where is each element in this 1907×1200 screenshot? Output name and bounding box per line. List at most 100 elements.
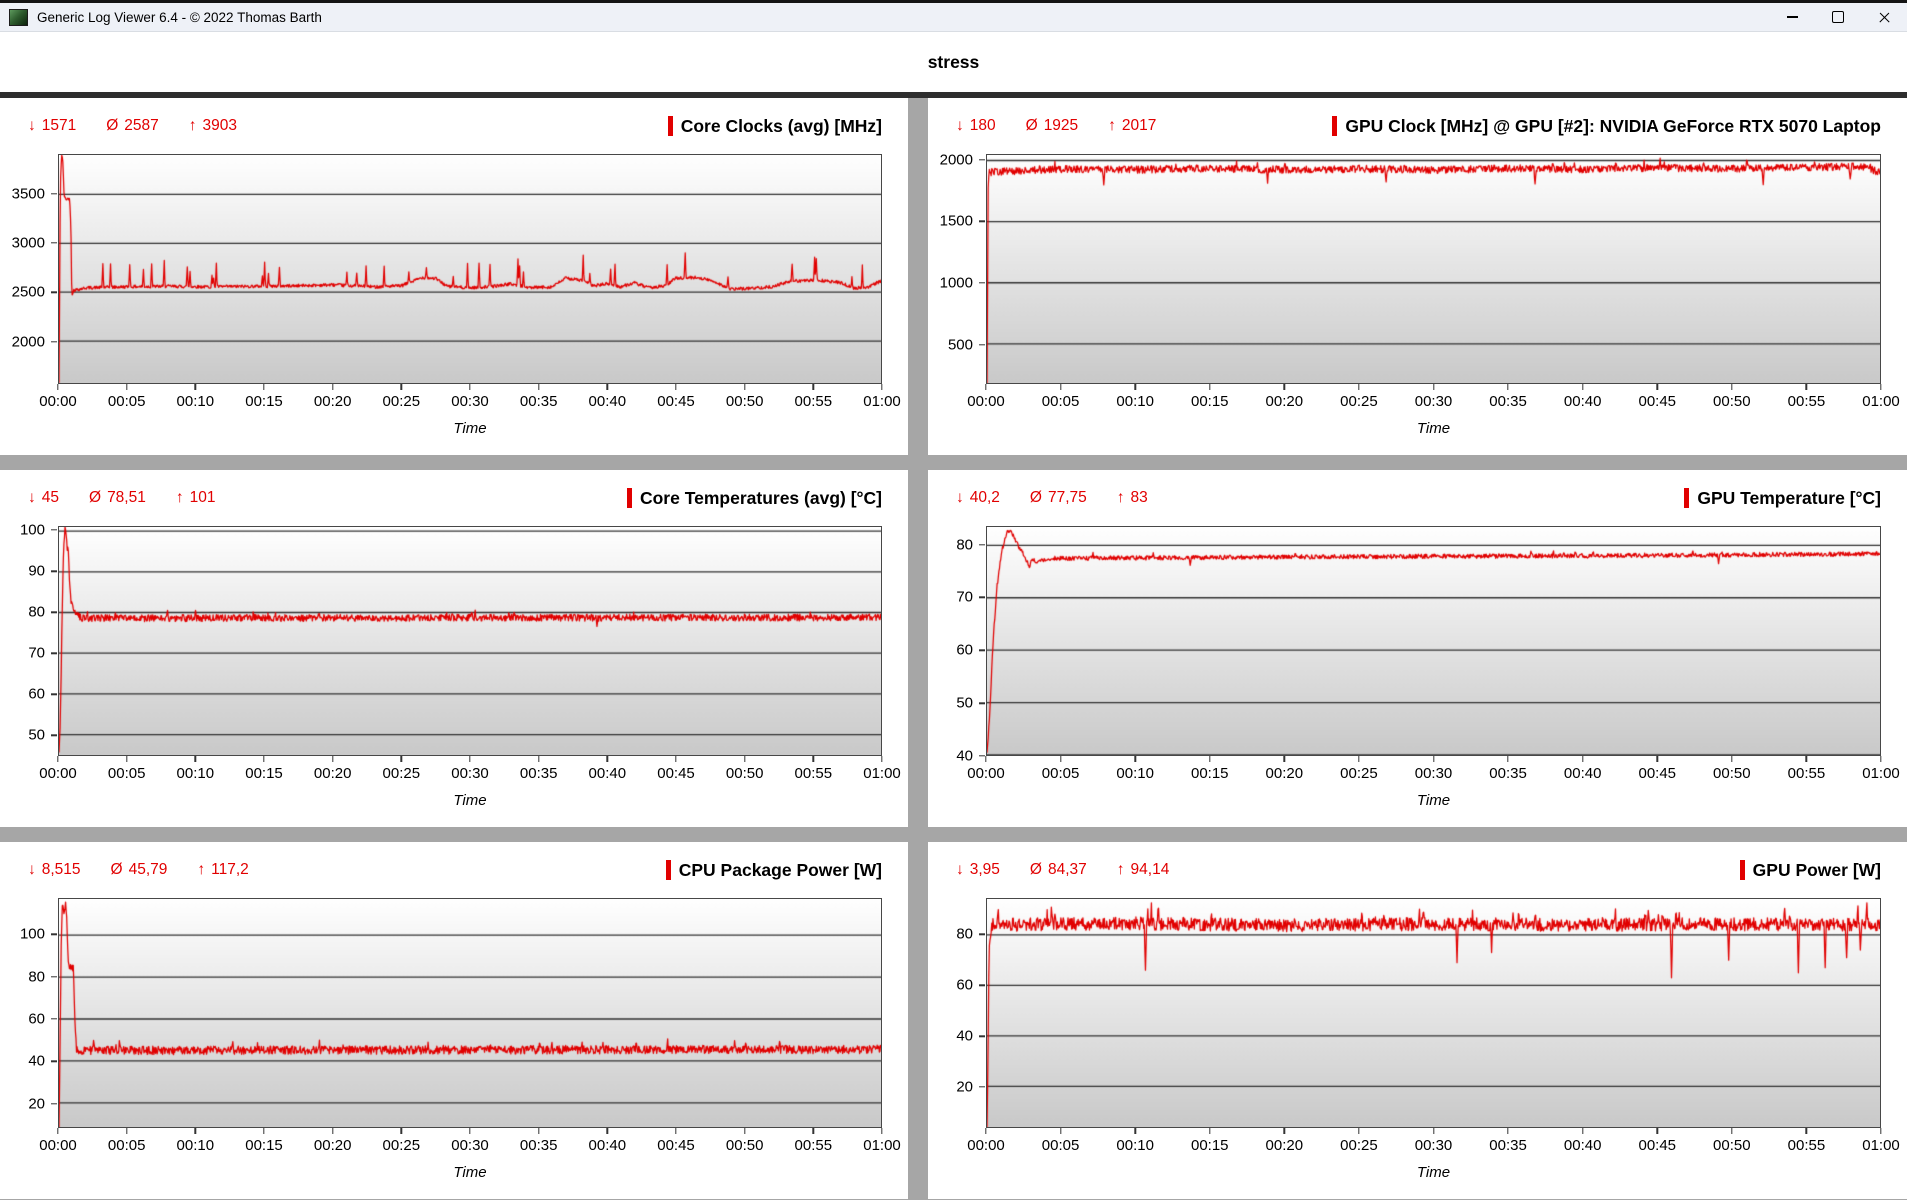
- stat-min-value: 1571: [41, 117, 77, 134]
- avg-symbol-icon: Ø: [1029, 489, 1042, 506]
- x-tick-label: 00:15: [1190, 765, 1229, 782]
- plot-canvas[interactable]: [987, 155, 1880, 383]
- y-tick-mark: [51, 693, 57, 696]
- x-tick-mark: [1358, 756, 1360, 762]
- chart-stats: ↓ 45 Ø 78,51 ↑ 101: [28, 489, 215, 507]
- plot-canvas[interactable]: [987, 899, 1880, 1127]
- y-tick-label: 50: [956, 694, 973, 712]
- plot-area[interactable]: [58, 526, 882, 756]
- stat-max-value: 101: [189, 489, 216, 506]
- x-tick-label: 00:25: [1340, 393, 1378, 410]
- x-tick-label: 00:10: [176, 393, 215, 410]
- x-tick-label: 00:00: [39, 1137, 77, 1154]
- x-tick-label: 00:55: [794, 1137, 833, 1154]
- x-tick-label: 01:00: [1862, 1137, 1900, 1154]
- y-tick-mark: [979, 220, 985, 222]
- plot-area[interactable]: [58, 898, 882, 1128]
- plot-area[interactable]: [58, 154, 882, 384]
- y-tick-label: 500: [947, 336, 973, 354]
- x-tick-mark: [1880, 756, 1882, 762]
- x-tick-label: 00:35: [1489, 765, 1527, 782]
- x-tick-mark: [469, 1128, 471, 1134]
- x-tick-label: 00:40: [588, 393, 627, 410]
- x-tick-mark: [985, 1128, 987, 1134]
- charts-grid: ↓ 1571 Ø 2587 ↑ 3903 Core Clocks (avg) [MHz] 35…: [0, 98, 1907, 1199]
- close-button[interactable]: [1861, 3, 1907, 31]
- x-tick-label: 00:00: [967, 393, 1005, 410]
- chart-panel-gpu-clock: ↓ 180 Ø 1925 ↑ 2017 GPU Clock [MHz] @ GPU [#2]…: [928, 98, 1907, 455]
- x-tick-mark: [606, 384, 609, 390]
- x-tick-mark: [331, 384, 334, 390]
- x-tick-mark: [1507, 1128, 1509, 1134]
- plot-canvas[interactable]: [59, 155, 881, 383]
- x-tick-label: 00:30: [451, 393, 489, 410]
- x-tick-label: 00:30: [1414, 765, 1453, 782]
- x-tick-mark: [263, 384, 265, 390]
- plot-canvas[interactable]: [987, 527, 1880, 755]
- y-tick-label: 40: [956, 1027, 973, 1045]
- x-tick-label: 00:00: [39, 765, 77, 782]
- x-tick-label: 00:00: [967, 1137, 1005, 1154]
- x-tick-label: 00:30: [451, 765, 489, 782]
- chart-stats: ↓ 40,2 Ø 77,75 ↑ 83: [956, 489, 1148, 507]
- plot-area[interactable]: [986, 526, 1881, 756]
- x-tick-label: 00:25: [382, 1137, 421, 1154]
- y-tick-mark: [979, 596, 985, 599]
- x-tick-mark: [1283, 1128, 1286, 1134]
- series-color-swatch: [626, 488, 632, 508]
- maximize-button[interactable]: [1815, 3, 1861, 31]
- x-tick-mark: [1209, 384, 1211, 390]
- y-tick-label: 2000: [939, 151, 973, 169]
- x-tick-mark: [812, 384, 815, 390]
- chart-stats: ↓ 180 Ø 1925 ↑ 2017: [956, 117, 1156, 135]
- stat-max-value: 3903: [202, 117, 238, 134]
- y-tick-mark: [979, 702, 985, 704]
- x-tick-mark: [194, 1128, 197, 1134]
- y-tick-label: 60: [956, 976, 973, 994]
- minimize-button[interactable]: [1769, 3, 1815, 31]
- x-tick-mark: [1656, 384, 1658, 390]
- chart-title: GPU Power [W]: [1752, 859, 1881, 880]
- y-tick-label: 60: [28, 685, 45, 703]
- plot-canvas[interactable]: [59, 527, 881, 755]
- x-tick-label: 00:45: [1638, 393, 1677, 410]
- x-tick-mark: [812, 756, 815, 762]
- series-color-swatch: [1332, 116, 1338, 136]
- y-tick-mark: [979, 649, 985, 651]
- window-title: Generic Log Viewer 6.4 - © 2022 Thomas B…: [37, 9, 322, 25]
- plot-area[interactable]: [986, 154, 1881, 384]
- x-tick-label: 00:40: [1563, 765, 1602, 782]
- x-axis: 00:00 00:05 00:10 00:15 00:20 00:25 00:30 00:35…: [39, 1128, 901, 1164]
- x-tick-mark: [1209, 756, 1211, 762]
- x-tick-mark: [194, 384, 197, 390]
- chart-stats: ↓ 1571 Ø 2587 ↑ 3903: [28, 117, 237, 135]
- y-tick-label: 80: [28, 968, 45, 986]
- x-tick-label: 00:10: [1116, 765, 1154, 782]
- x-tick-label: 00:20: [313, 1137, 352, 1154]
- x-tick-label: 00:45: [657, 1137, 695, 1154]
- stat-max-value: 94,14: [1130, 861, 1170, 878]
- stat-max: ↑ 94,14: [1117, 861, 1170, 879]
- x-tick-label: 00:05: [1041, 393, 1080, 410]
- x-tick-label: 00:05: [1041, 765, 1080, 782]
- header-divider: [0, 92, 1907, 98]
- x-tick-mark: [400, 1128, 403, 1134]
- x-tick-mark: [1581, 756, 1584, 762]
- y-tick-label: 100: [19, 521, 45, 539]
- log-name: stress: [927, 51, 980, 72]
- x-axis: 00:00 00:05 00:10 00:15 00:20 00:25 00:30 00:35…: [39, 384, 901, 420]
- x-tick-label: 00:40: [588, 765, 627, 782]
- x-tick-mark: [57, 756, 59, 762]
- y-tick-label: 50: [28, 726, 45, 744]
- chart-title: GPU Temperature [°C]: [1697, 487, 1881, 508]
- plot-canvas[interactable]: [59, 899, 881, 1127]
- avg-symbol-icon: Ø: [1029, 861, 1042, 878]
- max-arrow-icon: ↑: [1116, 861, 1125, 878]
- x-tick-mark: [125, 756, 128, 762]
- y-tick-mark: [51, 193, 57, 195]
- y-tick-mark: [979, 543, 985, 546]
- plot-area[interactable]: [986, 898, 1881, 1128]
- min-arrow-icon: ↓: [956, 117, 964, 134]
- avg-symbol-icon: Ø: [1025, 117, 1038, 134]
- y-tick-label: 90: [28, 562, 45, 580]
